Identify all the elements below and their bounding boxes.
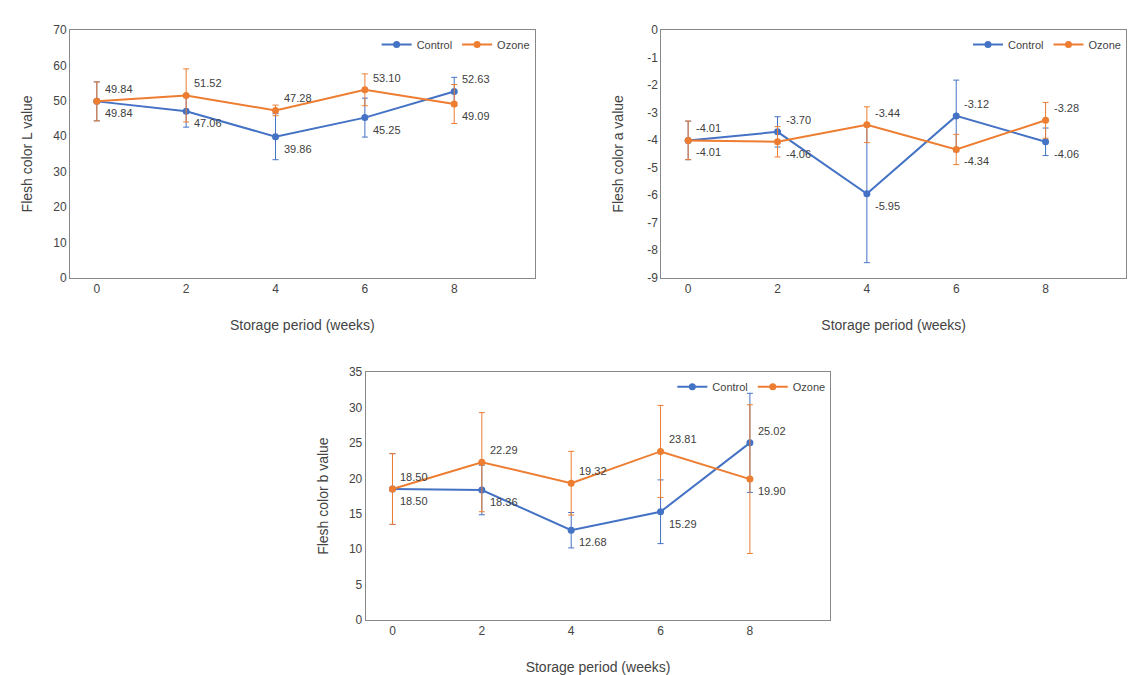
svg-text:0: 0 [389, 624, 396, 638]
svg-text:51.52: 51.52 [194, 77, 222, 89]
svg-text:18.50: 18.50 [400, 471, 428, 483]
svg-text:19.90: 19.90 [758, 485, 786, 497]
svg-text:15.29: 15.29 [669, 518, 697, 530]
svg-text:23.81: 23.81 [669, 433, 697, 445]
svg-text:2: 2 [183, 282, 190, 296]
svg-text:49.09: 49.09 [462, 110, 490, 122]
svg-text:-7: -7 [647, 216, 658, 230]
svg-text:-3.70: -3.70 [786, 114, 811, 126]
svg-text:Storage period (weeks): Storage period (weeks) [526, 659, 671, 675]
svg-text:0: 0 [685, 282, 692, 296]
svg-text:25: 25 [349, 436, 363, 450]
svg-text:4: 4 [272, 282, 279, 296]
svg-text:49.84: 49.84 [105, 107, 133, 119]
svg-text:-2: -2 [647, 78, 658, 92]
svg-text:Storage period (weeks): Storage period (weeks) [821, 317, 966, 333]
svg-text:50: 50 [53, 94, 67, 108]
svg-text:2: 2 [478, 624, 485, 638]
svg-text:Control: Control [1008, 39, 1043, 51]
svg-text:20: 20 [349, 472, 363, 486]
svg-text:-3.28: -3.28 [1054, 102, 1079, 114]
svg-text:6: 6 [953, 282, 960, 296]
svg-text:35: 35 [349, 365, 363, 379]
svg-text:45.25: 45.25 [373, 124, 401, 136]
svg-text:Control: Control [417, 39, 452, 51]
svg-text:20: 20 [53, 200, 67, 214]
svg-text:8: 8 [1042, 282, 1049, 296]
svg-text:18.36: 18.36 [490, 496, 518, 508]
svg-text:-3: -3 [647, 106, 658, 120]
svg-text:-3.44: -3.44 [875, 107, 900, 119]
svg-text:0: 0 [60, 271, 67, 285]
svg-text:Ozone: Ozone [497, 39, 529, 51]
svg-text:2: 2 [774, 282, 781, 296]
svg-text:-4.01: -4.01 [696, 122, 721, 134]
svg-text:70: 70 [53, 23, 67, 37]
svg-text:53.10: 53.10 [373, 72, 401, 84]
svg-text:Ozone: Ozone [1088, 39, 1120, 51]
svg-text:5: 5 [356, 578, 363, 592]
svg-text:19.32: 19.32 [579, 465, 607, 477]
svg-text:22.29: 22.29 [490, 444, 518, 456]
svg-text:10: 10 [349, 542, 363, 556]
svg-text:Flesh color a value: Flesh color a value [610, 95, 626, 213]
svg-text:-4.06: -4.06 [786, 148, 811, 160]
svg-text:-9: -9 [647, 271, 658, 285]
svg-text:10: 10 [53, 236, 67, 250]
svg-text:-4.06: -4.06 [1054, 148, 1079, 160]
svg-text:0: 0 [356, 613, 363, 627]
svg-text:-8: -8 [647, 243, 658, 257]
svg-text:-4.34: -4.34 [964, 155, 989, 167]
svg-text:-1: -1 [647, 51, 658, 65]
svg-text:52.63: 52.63 [462, 73, 490, 85]
svg-text:Storage period (weeks): Storage period (weeks) [230, 317, 375, 333]
svg-text:0: 0 [93, 282, 100, 296]
svg-text:18.50: 18.50 [400, 495, 428, 507]
svg-text:-5: -5 [647, 161, 658, 175]
svg-text:0: 0 [651, 23, 658, 37]
svg-text:6: 6 [362, 282, 369, 296]
svg-text:8: 8 [451, 282, 458, 296]
svg-text:30: 30 [53, 165, 67, 179]
svg-text:Control: Control [712, 381, 747, 393]
svg-text:4: 4 [864, 282, 871, 296]
svg-text:4: 4 [568, 624, 575, 638]
svg-text:60: 60 [53, 59, 67, 73]
svg-text:40: 40 [53, 129, 67, 143]
svg-text:47.06: 47.06 [194, 117, 222, 129]
svg-text:-6: -6 [647, 188, 658, 202]
svg-text:8: 8 [747, 624, 754, 638]
svg-text:-5.95: -5.95 [875, 200, 900, 212]
svg-text:12.68: 12.68 [579, 536, 607, 548]
svg-text:Flesh color b value: Flesh color b value [315, 437, 331, 555]
svg-text:25.02: 25.02 [758, 425, 786, 437]
svg-text:47.28: 47.28 [284, 92, 312, 104]
svg-text:Ozone: Ozone [793, 381, 825, 393]
svg-text:-4.01: -4.01 [696, 146, 721, 158]
svg-text:39.86: 39.86 [284, 143, 312, 155]
svg-text:30: 30 [349, 401, 363, 415]
svg-text:15: 15 [349, 507, 363, 521]
svg-text:Flesh color L value: Flesh color L value [19, 95, 35, 212]
svg-text:-4: -4 [647, 133, 658, 147]
svg-text:49.84: 49.84 [105, 83, 133, 95]
svg-text:6: 6 [657, 624, 664, 638]
svg-text:-3.12: -3.12 [964, 98, 989, 110]
